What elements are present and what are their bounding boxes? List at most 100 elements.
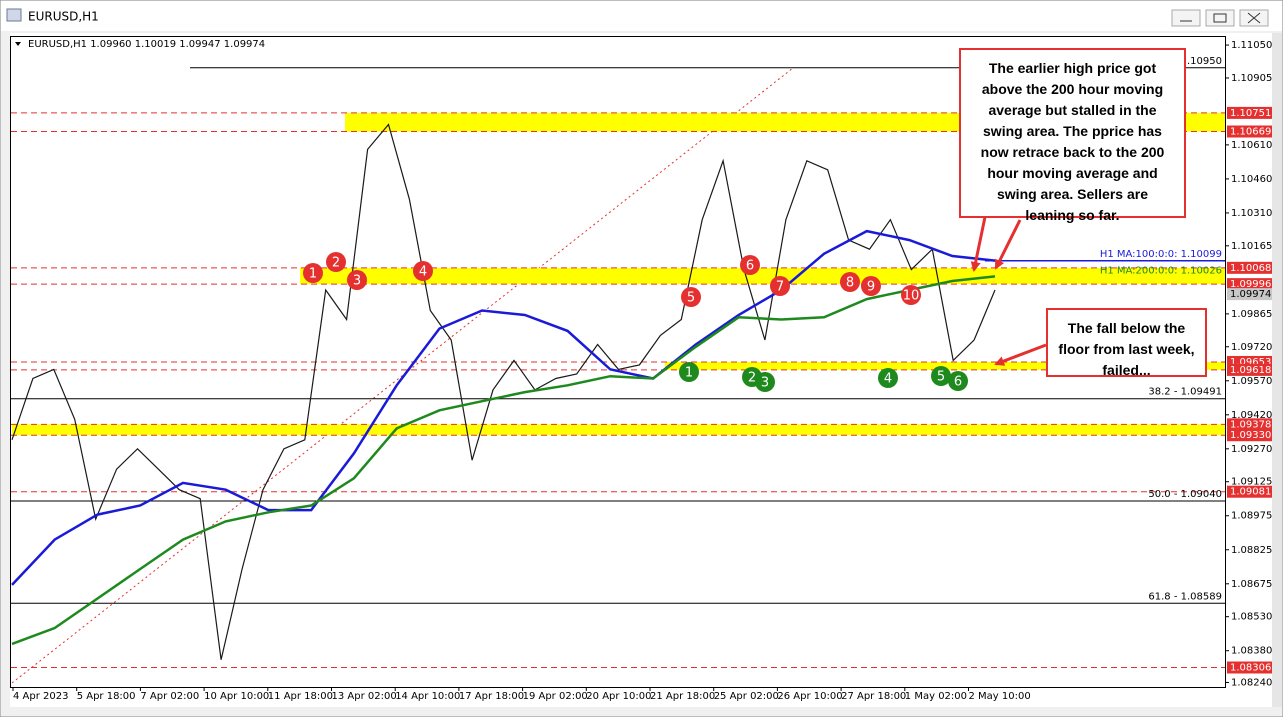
y-tick-label: 1.09270 [1231, 444, 1272, 455]
swing-marker [347, 270, 367, 290]
swing-marker-label: 6 [746, 259, 754, 274]
level-label-box [1227, 418, 1272, 431]
y-tick-label: 1.09420 [1231, 410, 1272, 421]
swing-marker [755, 372, 775, 392]
level-label: 1.09618 [1230, 365, 1271, 376]
ma-label: H1 MA:100:0:0: 1.10099 [1100, 249, 1222, 260]
fib-label: -1.10950 [1177, 56, 1222, 67]
swing-marker-label: 2 [332, 256, 340, 271]
y-tick-label: 1.09865 [1231, 309, 1272, 320]
swing-marker-label: 1 [685, 366, 693, 381]
minimize-button[interactable] [1171, 9, 1201, 27]
swing-marker-label: 2 [748, 371, 756, 386]
y-tick-label: 1.08825 [1231, 545, 1272, 556]
swing-marker [931, 366, 951, 386]
swing-marker [681, 287, 701, 307]
level-label: 1.10068 [1230, 263, 1271, 274]
swing-marker-label: 4 [884, 372, 892, 387]
callout-arrow [994, 343, 1047, 366]
window-icon [6, 8, 22, 22]
trend-line [11, 67, 794, 684]
swing-marker [770, 276, 790, 296]
y-tick-label: 1.08975 [1231, 511, 1272, 522]
level-label-box [1227, 125, 1272, 138]
current-price-label: 1.09974 [1230, 289, 1271, 300]
swing-marker [901, 285, 921, 305]
y-tick-label: 1.08240 [1231, 677, 1272, 688]
callout-box: The earlier high price got above the 200… [959, 48, 1186, 223]
level-label: 1.09081 [1230, 487, 1271, 498]
x-tick-label: 20 Apr 10:00 [586, 691, 651, 702]
level-label: 1.09653 [1230, 357, 1271, 368]
level-label: 1.10669 [1230, 126, 1271, 137]
swing-marker-label: 9 [867, 280, 875, 295]
y-tick-label: 1.09720 [1231, 342, 1272, 353]
ma-label: H1 MA:200:0:0: 1.10026 [1100, 265, 1222, 276]
x-tick-label: 21 Apr 18:00 [650, 691, 715, 702]
level-label-box [1227, 106, 1272, 119]
swing-zone [665, 361, 1225, 370]
swing-marker-label: 3 [353, 274, 361, 289]
level-label: 1.10751 [1230, 108, 1271, 119]
y-tick-label: 1.10610 [1231, 140, 1272, 151]
swing-marker [948, 371, 968, 391]
window-title: EURUSD,H1 [28, 10, 99, 24]
maximize-button[interactable] [1205, 9, 1235, 27]
x-tick-label: 2 May 10:00 [969, 691, 1031, 702]
swing-marker [303, 263, 323, 283]
swing-marker [840, 272, 860, 292]
swing-zone [12, 424, 1225, 436]
level-label: 1.08306 [1230, 662, 1271, 673]
y-tick-label: 1.11050 [1231, 40, 1272, 51]
x-tick-label: 27 Apr 18:00 [841, 691, 906, 702]
level-label-box [1227, 278, 1272, 291]
title-bar [1, 1, 1282, 31]
y-tick-label: 1.09570 [1231, 376, 1272, 387]
icon [1247, 12, 1261, 24]
swing-marker-label: 7 [776, 280, 784, 295]
swing-marker [679, 362, 699, 382]
x-tick-label: 19 Apr 02:00 [523, 691, 588, 702]
level-label: 1.09996 [1230, 279, 1271, 290]
moving-average [11, 275, 996, 646]
y-tick-label: 1.08380 [1231, 646, 1272, 657]
swing-marker [740, 255, 760, 275]
x-tick-label: 1 May 02:00 [905, 691, 967, 702]
swing-marker-label: 1 [309, 267, 317, 282]
fib-label: 50.0 - 1.09040 [1148, 489, 1222, 500]
swing-marker-label: 6 [954, 375, 962, 390]
level-label-box [1227, 661, 1272, 674]
level-label: 1.09378 [1230, 419, 1271, 430]
symbol-info: EURUSD,H1 1.09960 1.10019 1.09947 1.0997… [28, 39, 265, 50]
swing-marker-label: 8 [846, 276, 854, 291]
x-tick-label: 14 Apr 10:00 [395, 691, 460, 702]
y-tick-label: 1.10460 [1231, 174, 1272, 185]
x-tick-label: 11 Apr 18:00 [268, 691, 333, 702]
level-label-box [1227, 429, 1272, 442]
x-tick-label: 10 Apr 10:00 [204, 691, 269, 702]
x-tick-label: 26 Apr 10:00 [777, 691, 842, 702]
swing-zone [300, 267, 1225, 285]
level-label-box [1227, 485, 1272, 498]
swing-marker-label: 3 [761, 376, 769, 391]
scrollbar[interactable] [1272, 33, 1282, 707]
fib-label: 61.8 - 1.08589 [1148, 591, 1222, 602]
y-tick-label: 1.10905 [1231, 73, 1272, 84]
plot-frame [10, 36, 1226, 688]
y-tick-label: 1.10165 [1231, 241, 1272, 252]
swing-marker [326, 252, 346, 272]
menu-arrow[interactable] [15, 42, 21, 46]
icon [1213, 13, 1227, 23]
swing-marker [413, 261, 433, 281]
x-tick-label: 5 Apr 18:00 [77, 691, 136, 702]
swing-marker [861, 276, 881, 296]
x-tick-label: 17 Apr 18:00 [459, 691, 524, 702]
x-tick-label: 7 Apr 02:00 [140, 691, 199, 702]
callout-box: The fall below the floor from last week,… [1046, 308, 1207, 378]
callout-arrow [970, 216, 987, 272]
y-tick-label: 1.10310 [1231, 208, 1272, 219]
level-label-box [1227, 363, 1272, 376]
moving-average [11, 229, 996, 586]
x-tick-label: 25 Apr 02:00 [714, 691, 779, 702]
